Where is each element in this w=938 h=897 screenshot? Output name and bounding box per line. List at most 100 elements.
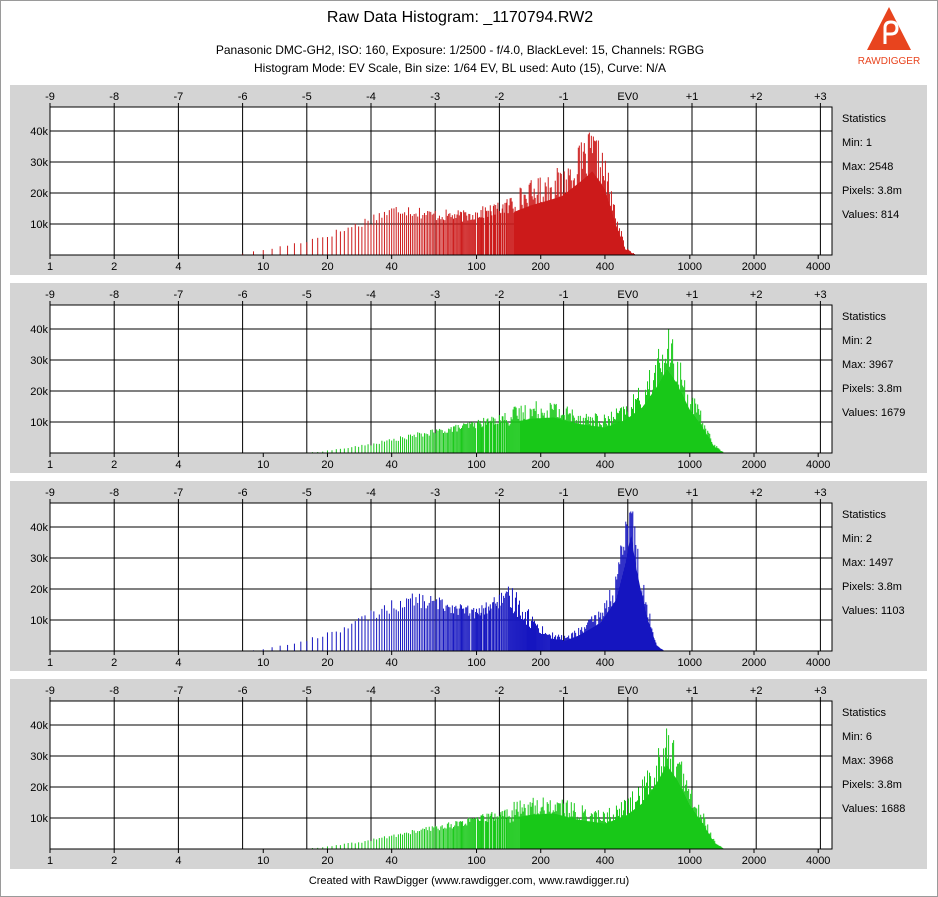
tick-label-y: 30k — [30, 553, 48, 565]
tick-label-top: -9 — [45, 289, 55, 301]
tick-label-y: 10k — [30, 417, 48, 429]
tick-label-top: -5 — [302, 487, 312, 499]
histogram-bars — [253, 511, 665, 651]
statistics-green: Statistics Min: 2 Max: 3967 Pixels: 3.8m… — [842, 305, 905, 425]
tick-label-top: -6 — [238, 685, 248, 697]
plot-border — [49, 502, 833, 652]
tick-label-bottom: 100 — [467, 855, 485, 867]
tick-label-top: -2 — [495, 487, 505, 499]
tick-label-top: -8 — [109, 289, 119, 301]
tick-label-bottom: 40 — [386, 459, 398, 471]
tick-label-top: -9 — [45, 91, 55, 103]
histogram-fill — [520, 765, 725, 849]
tick-label-bottom: 20 — [321, 855, 333, 867]
tick-label-y: 10k — [30, 219, 48, 231]
histogram-panel-green2: -9 -8 -7 -6 -5 -4 -3 -2 -1 EV0 +1 +2 +3 10k 20k 30k 40k 1… — [10, 679, 927, 869]
tick-label-bottom: 1 — [47, 657, 53, 669]
stats-heading: Statistics — [842, 707, 887, 719]
tick-label-bottom: 2000 — [742, 855, 766, 867]
tick-label-bottom: 200 — [532, 657, 550, 669]
histogram-plot-red: -9 -8 -7 -6 -5 -4 -3 -2 -1 EV0 +1 +2 +3 10k 20k 30k 40k 1… — [30, 91, 833, 273]
tick-label-top: -4 — [366, 685, 376, 697]
tick-label-top: +3 — [814, 685, 827, 697]
stats-min: Min: 6 — [842, 731, 872, 743]
stats-values: Values: 1688 — [842, 803, 906, 815]
tick-label-bottom: 2000 — [742, 459, 766, 471]
histogram-fill — [549, 535, 665, 651]
tick-label-bottom: 4 — [175, 855, 181, 867]
histogram-info: Histogram Mode: EV Scale, Bin size: 1/64… — [254, 61, 666, 75]
tick-label-bottom: 400 — [596, 261, 614, 273]
tick-label-bottom: 400 — [596, 657, 614, 669]
tick-label-bottom: 20 — [321, 261, 333, 273]
histogram-plot-green2: -9 -8 -7 -6 -5 -4 -3 -2 -1 EV0 +1 +2 +3 10k 20k 30k 40k 1… — [30, 685, 833, 867]
tick-label-bottom: 1 — [47, 261, 53, 273]
tick-label-bottom: 4000 — [806, 459, 830, 471]
tick-label-top: +2 — [750, 487, 763, 499]
stats-values: Values: 1103 — [842, 605, 905, 617]
statistics-red: Statistics Min: 1 Max: 2548 Pixels: 3.8m… — [842, 107, 902, 227]
footer-credit: Created with RawDigger (www.rawdigger.co… — [308, 875, 630, 887]
histogram-fill — [520, 369, 725, 453]
tick-label-bottom: 4000 — [806, 261, 830, 273]
tick-label-y: 30k — [30, 157, 48, 169]
tick-label-top: -7 — [174, 685, 184, 697]
tick-label-bottom: 4000 — [806, 855, 830, 867]
camera-info: Panasonic DMC-GH2, ISO: 160, Exposure: 1… — [215, 43, 705, 57]
tick-label-bottom: 2 — [111, 657, 117, 669]
tick-label-top: +3 — [814, 91, 827, 103]
tick-label-bottom: 1 — [47, 459, 53, 471]
tick-label-y: 30k — [30, 751, 48, 763]
tick-label-top: +3 — [814, 487, 827, 499]
tick-label-top: +2 — [750, 685, 763, 697]
tick-label-top: -4 — [366, 91, 376, 103]
stats-pixels: Pixels: 3.8m — [842, 383, 902, 395]
tick-label-top: -5 — [302, 685, 312, 697]
tick-label-top: -8 — [109, 487, 119, 499]
tick-label-bottom: 40 — [386, 855, 398, 867]
histogram-bars — [300, 329, 725, 453]
tick-label-top: -4 — [366, 487, 376, 499]
histogram-plot-green: -9 -8 -7 -6 -5 -4 -3 -2 -1 EV0 +1 +2 +3 10k 20k 30k 40k 1… — [30, 289, 833, 471]
tick-label-top: -7 — [174, 487, 184, 499]
stats-pixels: Pixels: 3.8m — [842, 779, 902, 791]
tick-label-bottom: 40 — [386, 261, 398, 273]
tick-label-bottom: 10 — [257, 459, 269, 471]
stats-heading: Statistics — [842, 509, 887, 521]
tick-label-bottom: 20 — [321, 657, 333, 669]
tick-label-top: EV0 — [617, 685, 638, 697]
tick-label-bottom: 400 — [596, 459, 614, 471]
stats-min: Min: 1 — [842, 137, 872, 149]
stats-min: Min: 2 — [842, 533, 872, 545]
tick-label-bottom: 20 — [321, 459, 333, 471]
rawdigger-logo: RAWDIGGER — [858, 7, 920, 67]
tick-label-bottom: 2 — [111, 459, 117, 471]
tick-label-top: -3 — [430, 487, 440, 499]
tick-label-top: -7 — [174, 91, 184, 103]
tick-label-bottom: 1000 — [678, 657, 702, 669]
tick-label-top: -3 — [430, 685, 440, 697]
tick-label-bottom: 200 — [532, 261, 550, 273]
histogram-plot-blue: -9 -8 -7 -6 -5 -4 -3 -2 -1 EV0 +1 +2 +3 10k 20k 30k 40k 1… — [30, 487, 833, 669]
tick-label-top: -5 — [302, 91, 312, 103]
tick-label-y: 10k — [30, 615, 48, 627]
tick-label-bottom: 4 — [175, 261, 181, 273]
tick-label-top: -9 — [45, 685, 55, 697]
tick-label-bottom: 400 — [596, 855, 614, 867]
tick-label-bottom: 2000 — [742, 261, 766, 273]
tick-label-y: 20k — [30, 188, 48, 200]
tick-label-y: 20k — [30, 386, 48, 398]
tick-label-bottom: 1 — [47, 855, 53, 867]
tick-label-top: -3 — [430, 289, 440, 301]
tick-label-top: +1 — [686, 289, 699, 301]
stats-heading: Statistics — [842, 113, 887, 125]
tick-label-top: -1 — [559, 487, 569, 499]
tick-label-top: +1 — [686, 685, 699, 697]
tick-label-top: -2 — [495, 685, 505, 697]
histogram-fill — [514, 171, 637, 255]
tick-label-bottom: 100 — [467, 459, 485, 471]
tick-label-top: +3 — [814, 289, 827, 301]
stats-max: Max: 1497 — [842, 557, 894, 569]
tick-label-bottom: 100 — [467, 261, 485, 273]
tick-label-top: +1 — [686, 487, 699, 499]
